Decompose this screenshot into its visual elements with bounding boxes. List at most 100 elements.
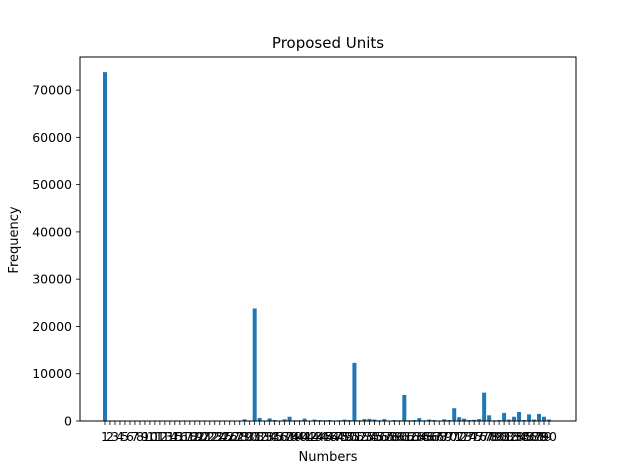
bar-86: [527, 414, 532, 421]
x-tick-label: 9: [141, 429, 149, 444]
bar-75: [472, 419, 477, 421]
bar-1: [103, 72, 107, 421]
x-tick-label: 16: [172, 429, 188, 444]
x-ticks: 1234567891011121314151617181920212223242…: [101, 421, 557, 444]
x-tick-label: 85: [516, 429, 532, 444]
y-tick-label: 40000: [32, 224, 72, 239]
bar-57: [382, 419, 387, 421]
x-tick-label: 72: [451, 429, 467, 444]
x-tick-label: 49: [337, 429, 353, 444]
x-tick-label: 58: [381, 429, 397, 444]
x-tick-label: 2: [106, 429, 114, 444]
y-tick-label: 60000: [32, 130, 72, 145]
bar-90: [547, 419, 551, 421]
bar-81: [502, 412, 507, 421]
x-tick-label: 8: [136, 429, 144, 444]
x-tick-label: 84: [511, 429, 527, 444]
x-tick-label: 6: [126, 429, 134, 444]
bar-31: [252, 308, 257, 421]
y-tick-label: 30000: [32, 272, 72, 287]
x-tick-label: 18: [182, 429, 198, 444]
x-tick-label: 45: [317, 429, 333, 444]
bar-73: [462, 418, 467, 421]
bar-29: [242, 419, 247, 421]
x-tick-label: 24: [212, 429, 228, 444]
x-tick-label: 76: [471, 429, 487, 444]
x-tick-label: 5: [121, 429, 129, 444]
x-tick-label: 25: [217, 429, 233, 444]
x-tick-label: 4: [116, 429, 124, 444]
x-tick-label: 21: [197, 429, 213, 444]
x-tick-label: 51: [346, 429, 362, 444]
bar-41: [302, 418, 307, 421]
x-tick-label: 22: [202, 429, 218, 444]
x-tick-label: 73: [456, 429, 472, 444]
x-tick-label: 31: [247, 429, 263, 444]
chart-title: Proposed Units: [272, 34, 384, 52]
x-tick-label: 70: [441, 429, 457, 444]
x-tick-label: 20: [192, 429, 208, 444]
x-tick-label: 90: [541, 429, 557, 444]
x-tick-label: 39: [287, 429, 303, 444]
x-tick-label: 63: [406, 429, 422, 444]
x-tick-label: 56: [371, 429, 387, 444]
x-tick-label: 3: [111, 429, 119, 444]
x-tick-label: 60: [391, 429, 407, 444]
y-tick-label: 0: [64, 414, 72, 429]
bar-55: [372, 419, 377, 421]
y-ticks: 0 10000 20000 30000 40000 50000 60000 70000: [32, 83, 80, 429]
x-tick-label: 32: [252, 429, 268, 444]
x-tick-label: 26: [222, 429, 238, 444]
x-tick-label: 62: [401, 429, 417, 444]
x-tick-label: 30: [242, 429, 258, 444]
x-tick-label: 86: [521, 429, 537, 444]
x-tick-label: 1: [101, 429, 109, 444]
x-tick-label: 43: [307, 429, 323, 444]
x-tick-label: 44: [312, 429, 328, 444]
x-tick-label: 77: [476, 429, 492, 444]
x-tick-label: 47: [327, 429, 343, 444]
x-tick-label: 87: [526, 429, 542, 444]
x-tick-label: 38: [282, 429, 298, 444]
x-tick-label: 10: [142, 429, 158, 444]
x-tick-label: 80: [491, 429, 507, 444]
x-tick-label: 53: [356, 429, 372, 444]
bar-53: [362, 419, 367, 421]
x-tick-label: 36: [272, 429, 288, 444]
bar-37: [282, 419, 287, 421]
x-tick-label: 74: [461, 429, 477, 444]
x-tick-label: 68: [431, 429, 447, 444]
x-tick-label: 66: [421, 429, 437, 444]
x-tick-label: 42: [302, 429, 318, 444]
bar-76: [477, 419, 482, 421]
x-tick-label: 52: [351, 429, 367, 444]
x-tick-label: 82: [501, 429, 517, 444]
x-tick-label: 19: [187, 429, 203, 444]
x-tick-label: 83: [506, 429, 522, 444]
x-tick-label: 50: [341, 429, 357, 444]
x-tick-label: 79: [486, 429, 502, 444]
x-tick-label: 89: [536, 429, 552, 444]
y-tick-label: 50000: [32, 177, 72, 192]
bar-77: [482, 392, 487, 421]
bar-78: [487, 415, 492, 421]
x-tick-label: 11: [147, 429, 163, 444]
x-tick-label: 78: [481, 429, 497, 444]
bar-49: [342, 419, 347, 421]
bar-54: [367, 418, 372, 421]
x-tick-label: 27: [227, 429, 243, 444]
bar-82: [507, 419, 512, 421]
x-tick-label: 48: [332, 429, 348, 444]
y-tick-label: 20000: [32, 319, 72, 334]
bar-69: [442, 419, 447, 421]
x-tick-label: 57: [376, 429, 392, 444]
bar-61: [402, 395, 407, 421]
x-tick-label: 81: [496, 429, 512, 444]
bar-83: [512, 416, 517, 421]
x-tick-label: 61: [396, 429, 412, 444]
x-tick-label: 37: [277, 429, 293, 444]
x-tick-label: 41: [297, 429, 313, 444]
bar-38: [287, 416, 292, 421]
x-tick-label: 17: [177, 429, 193, 444]
y-tick-label: 10000: [32, 366, 72, 381]
